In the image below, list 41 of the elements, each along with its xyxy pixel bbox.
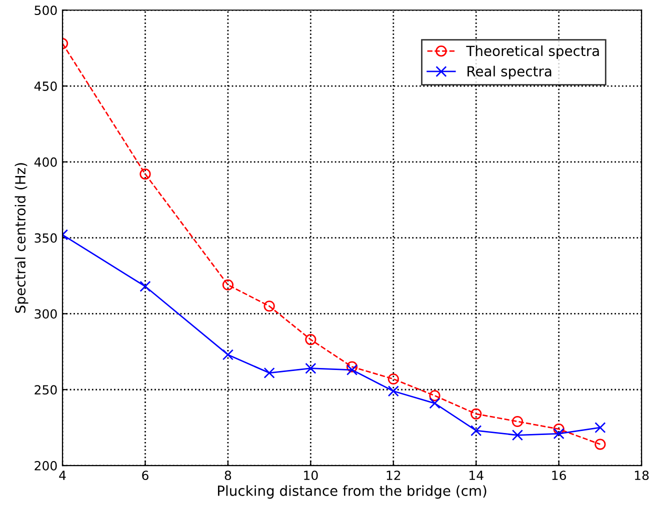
point (388, 373, 399, 385)
point (553, 424, 564, 435)
point (346, 364, 358, 376)
x-tick-label: 6 (142, 470, 148, 480)
y-tick-label: 350 (34, 233, 57, 243)
point (388, 386, 399, 397)
point (140, 168, 151, 180)
point (470, 425, 482, 436)
point (140, 280, 151, 292)
point (594, 422, 606, 434)
x-tick-label: 16 (552, 470, 566, 480)
point (222, 349, 234, 360)
point (553, 428, 564, 440)
x-tick-label: 18 (634, 470, 649, 480)
x-tick-label: 8 (224, 470, 232, 480)
x-axis-title: Plucking distance from the bridge (cm) (218, 485, 486, 499)
point (305, 362, 316, 374)
legend-label: Theoretical spectra (466, 45, 599, 59)
point (429, 390, 440, 402)
x-tick-label: 14 (470, 470, 484, 480)
point (222, 279, 234, 290)
legend-label: Real spectra (468, 66, 552, 80)
x-tick-label: 4 (59, 470, 66, 480)
point (512, 430, 524, 441)
y-tick-label: 250 (34, 385, 57, 395)
x-tick-label: 12 (386, 470, 400, 480)
point (346, 361, 358, 372)
point (305, 334, 316, 346)
point (594, 438, 606, 450)
point (264, 367, 275, 378)
y-tick-label: 400 (34, 157, 57, 167)
point (512, 416, 524, 428)
y-tick-label: 200 (34, 460, 57, 470)
y-tick-label: 500 (34, 6, 57, 16)
point (264, 300, 275, 312)
x-tick-label: 10 (304, 470, 318, 480)
point (429, 398, 440, 409)
point (470, 408, 482, 420)
y-tick-label: 450 (34, 81, 57, 91)
y-tick-label: 300 (34, 309, 57, 319)
y-axis-title: Spectral centroid (Hz) (14, 163, 28, 313)
